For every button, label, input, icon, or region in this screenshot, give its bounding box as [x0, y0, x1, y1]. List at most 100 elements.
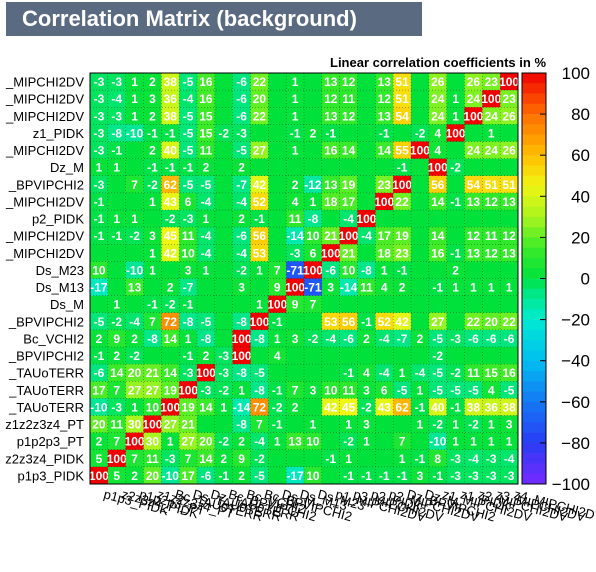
- cell-value-label: -5: [432, 332, 443, 346]
- heatmap-cell: [125, 398, 144, 416]
- cell-value-label: 42: [395, 315, 409, 329]
- cell-value-label: -3: [94, 92, 105, 106]
- heatmap-cell: [339, 90, 358, 108]
- cell-value-label: 11: [146, 452, 159, 466]
- heatmap-cell: [197, 244, 216, 262]
- heatmap-cell: [179, 141, 198, 159]
- cell-value-label: 53: [324, 315, 338, 329]
- cell-value-label: 55: [395, 144, 409, 158]
- cell-value-label: 100: [499, 75, 519, 89]
- heatmap-cell: [446, 175, 465, 194]
- cell-value-label: 30: [128, 418, 142, 432]
- heatmap-cell: [304, 415, 323, 433]
- cell-value-label: 1: [149, 246, 156, 260]
- cell-value-label: -3: [94, 75, 105, 89]
- heatmap-cell: [90, 381, 109, 399]
- cell-value-label: -2: [129, 349, 140, 363]
- cell-value-label: 100: [339, 229, 359, 243]
- heatmap-cell: [393, 449, 412, 468]
- heatmap-cell: [482, 124, 501, 142]
- heatmap-cell: [268, 295, 287, 314]
- heatmap-cell: [339, 261, 358, 279]
- heatmap-cell: [232, 364, 251, 382]
- heatmap-cell: [161, 398, 180, 416]
- y-tick-label: _TAUoTERR: [8, 383, 84, 398]
- cell-value-label: -1: [415, 452, 426, 466]
- heatmap-cell: [446, 381, 465, 399]
- cell-value-label: -5: [254, 469, 265, 483]
- chart-title: Correlation Matrix (background): [6, 2, 422, 36]
- cell-value-label: 3: [417, 469, 424, 483]
- cell-value-label: -1: [325, 126, 336, 140]
- heatmap-cell: [250, 466, 269, 485]
- heatmap-cell: [428, 295, 447, 314]
- heatmap-cell: [197, 347, 216, 365]
- cell-value-label: 16: [199, 92, 213, 106]
- cell-value-label: -8: [236, 366, 247, 380]
- heatmap-cell: [161, 381, 180, 399]
- heatmap-cell: [464, 107, 483, 125]
- heatmap-cell: [232, 466, 251, 485]
- cell-value-label: -3: [165, 452, 176, 466]
- heatmap-cell: [411, 347, 430, 365]
- heatmap-cell: [125, 261, 144, 279]
- heatmap-cell: [107, 381, 126, 399]
- heatmap-cell: [339, 312, 358, 331]
- cell-value-label: 12: [342, 75, 356, 89]
- cell-value-label: 1: [113, 212, 120, 226]
- cell-value-label: 9: [274, 281, 281, 295]
- heatmap-cell: [286, 312, 305, 331]
- colorbar-tick-label: 0: [581, 270, 590, 289]
- heatmap-cell: [179, 398, 198, 416]
- heatmap-cell: [500, 227, 519, 245]
- heatmap-cell: [446, 107, 465, 125]
- heatmap-cell: [464, 192, 483, 211]
- heatmap-cell: [357, 227, 376, 245]
- cell-value-label: -5: [183, 75, 194, 89]
- heatmap-cell: [375, 90, 394, 108]
- cell-value-label: -1: [450, 400, 461, 414]
- y-tick-label: Dz_M: [50, 160, 84, 175]
- y-tick-label: _TAUoTERR: [8, 366, 84, 381]
- heatmap-cell: [375, 244, 394, 262]
- cell-value-label: -3: [218, 349, 229, 363]
- cell-value-label: -3: [183, 366, 194, 380]
- heatmap-cell: [428, 192, 447, 211]
- cell-value-label: -3: [450, 452, 461, 466]
- heatmap-cell: [107, 415, 126, 433]
- heatmap-cell: [357, 381, 376, 399]
- heatmap-cell: [268, 90, 287, 108]
- heatmap-cell: [161, 278, 180, 296]
- heatmap-cell: [197, 364, 216, 382]
- cell-value-label: 38: [164, 75, 178, 89]
- heatmap-cell: [464, 158, 483, 177]
- cell-value-label: 7: [292, 383, 299, 397]
- cell-value-label: 15: [199, 126, 213, 140]
- cell-value-label: -3: [450, 332, 461, 346]
- cell-value-label: 16: [502, 366, 516, 380]
- heatmap-cell: [197, 192, 216, 211]
- cell-value-label: 20: [199, 435, 213, 449]
- heatmap-cell: [446, 158, 465, 177]
- y-tick-label: Bc_VCHI2: [23, 331, 84, 346]
- cell-value-label: 20: [146, 469, 160, 483]
- cell-value-label: -5: [468, 383, 479, 397]
- heatmap-cell: [286, 466, 305, 485]
- cell-value-label: -1: [450, 195, 461, 209]
- cell-value-label: -1: [111, 229, 122, 243]
- heatmap-cell: [393, 192, 412, 211]
- cell-value-label: 2: [399, 281, 406, 295]
- heatmap-cell: [107, 175, 126, 194]
- heatmap-cell: [339, 107, 358, 125]
- colorbar-tick-label: 60: [571, 146, 590, 165]
- cell-value-label: 11: [467, 366, 480, 380]
- heatmap-cell: [482, 141, 501, 159]
- cell-value-label: 51: [395, 92, 409, 106]
- cell-value-label: 3: [292, 332, 299, 346]
- heatmap-cell: [197, 278, 216, 296]
- heatmap-cell: [321, 432, 340, 451]
- heatmap-cell: [250, 449, 269, 468]
- cell-value-label: 14: [378, 144, 392, 158]
- heatmap-cell: [197, 432, 216, 451]
- heatmap-cell: [90, 415, 109, 433]
